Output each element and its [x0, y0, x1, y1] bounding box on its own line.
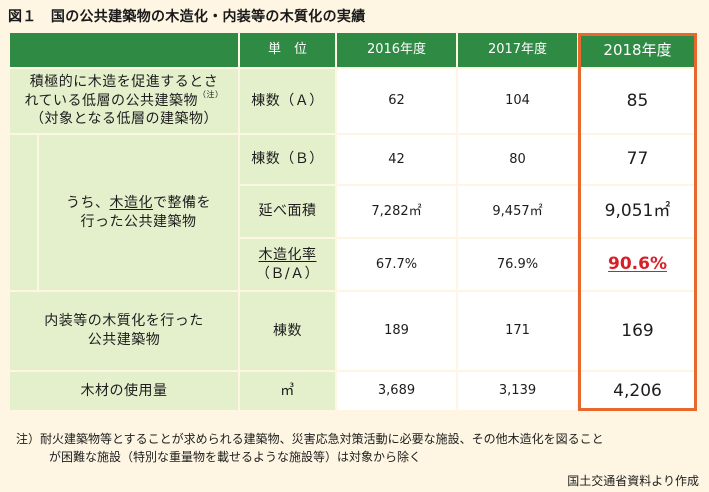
footnote: 注）耐火建築物等とすることが求められる建築物、災害応急対策活動に必要な施設、その…	[16, 430, 604, 466]
value-a-2018: 85	[579, 69, 696, 133]
value-interior-2018: 169	[579, 292, 696, 370]
unit-count-a: 棟数（Ａ）	[240, 69, 335, 133]
value-ratio-2016: 67.7%	[337, 239, 456, 290]
value-ratio-2017: 76.9%	[458, 239, 577, 290]
header-year-2018: 2018年度	[579, 33, 696, 67]
wooden-sub-label-line2: 行った公共建築物	[80, 213, 197, 230]
value-interior-2017: 171	[458, 292, 577, 370]
unit-wooden-ratio: 木造化率 （Ｂ/Ａ）	[240, 239, 335, 290]
header-empty-cell	[10, 33, 238, 67]
unit-floor-area: 延べ面積	[240, 186, 335, 237]
value-timber-2018: 4,206	[579, 372, 696, 410]
figure-title: 図１ 国の公共建築物の木造化・内装等の木質化の実績	[8, 9, 366, 25]
header-year-2016: 2016年度	[337, 33, 456, 67]
value-b-2017: 80	[458, 135, 577, 184]
value-ratio-2018-cell: 90.6%	[579, 239, 696, 290]
value-a-2017: 104	[458, 69, 577, 133]
value-floor-2016: 7,282㎡	[337, 186, 456, 237]
value-ratio-2018: 90.6%	[608, 254, 667, 275]
row-label-public-buildings: 積極的に木造を促進するとさ れている低層の公共建築物（注） （対象となる低層の建…	[10, 69, 238, 133]
source-credit: 国土交通省資料より作成	[567, 474, 699, 488]
wooden-sub-label-line1: うち、木造化で整備を	[66, 194, 211, 211]
interior-label-line2: 公共建築物	[87, 332, 161, 348]
header-year-2017: 2017年度	[458, 33, 577, 67]
unit-count-b: 棟数（Ｂ）	[240, 135, 335, 184]
value-timber-2017: 3,139	[458, 372, 577, 410]
unit-interior-count: 棟数	[240, 292, 335, 370]
footnote-line1: 注）耐火建築物等とすることが求められる建築物、災害応急対策活動に必要な施設、その…	[16, 432, 604, 446]
data-table: 単 位 2016年度 2017年度 2018年度 積極的に木造を促進するとさ れ…	[0, 30, 709, 411]
interior-label-line1: 内装等の木質化を行った	[44, 313, 204, 330]
value-timber-2016: 3,689	[337, 372, 456, 410]
footnote-line2: が困難な施設（特別な重量物を載せるような施設等）は対象から除く	[49, 450, 422, 464]
unit-cubic-meter: ㎥	[240, 372, 335, 410]
public-buildings-label-line2: れている低層の公共建築物（注）	[24, 89, 224, 109]
header-unit: 単 位	[240, 33, 335, 67]
wooden-ratio-unit-line1: 木造化率	[258, 246, 317, 263]
value-b-2018: 77	[579, 135, 696, 184]
row-label-interior: 内装等の木質化を行った 公共建築物	[10, 292, 238, 370]
note-marker: （注）	[198, 89, 224, 99]
value-interior-2016: 189	[337, 292, 456, 370]
public-buildings-label-line3: （対象となる低層の建築物）	[29, 111, 219, 128]
value-floor-2018: 9,051㎡	[579, 186, 696, 237]
row-label-timber: 木材の使用量	[10, 372, 238, 410]
public-buildings-label-line1: 積極的に木造を促進するとさ	[29, 73, 219, 90]
value-b-2016: 42	[337, 135, 456, 184]
wooden-ratio-unit-line2: （Ｂ/Ａ）	[255, 265, 320, 282]
sub-group-strip	[10, 135, 37, 290]
value-a-2016: 62	[337, 69, 456, 133]
row-label-wooden-sub: うち、木造化で整備を 行った公共建築物	[39, 135, 238, 290]
value-floor-2017: 9,457㎡	[458, 186, 577, 237]
